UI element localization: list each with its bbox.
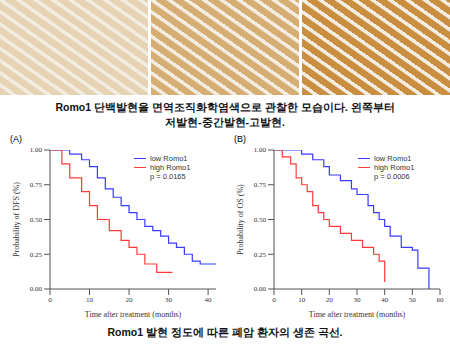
svg-text:10: 10 xyxy=(298,296,306,304)
svg-text:40: 40 xyxy=(381,296,389,304)
svg-text:30: 30 xyxy=(165,296,173,304)
html-text:low Romo1: low Romo1 xyxy=(374,154,412,163)
svg-text:30: 30 xyxy=(354,296,362,304)
svg-text:Probability of DFS (%): Probability of DFS (%) xyxy=(12,182,21,257)
svg-text:20: 20 xyxy=(126,296,134,304)
svg-text:1.00: 1.00 xyxy=(254,146,267,154)
html-text:저발현-중간발현-고발현.: 저발현-중간발현-고발현. xyxy=(165,116,285,128)
svg-text:0.25: 0.25 xyxy=(30,251,43,259)
svg-text:0.50: 0.50 xyxy=(30,216,43,224)
svg-text:0.50: 0.50 xyxy=(254,216,267,224)
html-text:Romo1 발현 정도에 따른 폐암 환자의 생존 곡선.: Romo1 발현 정도에 따른 폐암 환자의 생존 곡선. xyxy=(107,326,343,338)
html-text:high Romo1: high Romo1 xyxy=(374,163,415,172)
svg-text:0.25: 0.25 xyxy=(254,251,267,259)
html-text:high Romo1: high Romo1 xyxy=(150,163,191,172)
svg-text:0.75: 0.75 xyxy=(30,181,43,189)
html-text:(A): (A) xyxy=(10,134,22,144)
html-text:(B): (B) xyxy=(234,134,246,144)
html-text:low Romo1: low Romo1 xyxy=(150,154,188,163)
html-text:p = 0.0006: p = 0.0006 xyxy=(374,172,410,181)
svg-text:0.00: 0.00 xyxy=(30,285,43,293)
html-text:Romo1 단백발현을 면역조직화학염색으로 관찰한 모습이: Romo1 단백발현을 면역조직화학염색으로 관찰한 모습이다. 왼쪽부터 xyxy=(55,101,395,113)
svg-text:Time after treatment (months): Time after treatment (months) xyxy=(85,310,182,319)
svg-text:0: 0 xyxy=(48,296,52,304)
svg-text:20: 20 xyxy=(326,296,334,304)
svg-text:40: 40 xyxy=(205,296,213,304)
svg-text:0.75: 0.75 xyxy=(254,181,267,189)
svg-text:Time after treatment (months): Time after treatment (months) xyxy=(309,310,406,319)
svg-text:50: 50 xyxy=(409,296,417,304)
svg-text:Probability of OS (%): Probability of OS (%) xyxy=(236,184,245,255)
svg-text:10: 10 xyxy=(86,296,94,304)
html-text:p = 0.0165: p = 0.0165 xyxy=(150,172,186,181)
svg-text:60: 60 xyxy=(437,296,445,304)
svg-text:0.00: 0.00 xyxy=(254,285,267,293)
svg-text:0: 0 xyxy=(272,296,276,304)
svg-text:1.00: 1.00 xyxy=(30,146,43,154)
